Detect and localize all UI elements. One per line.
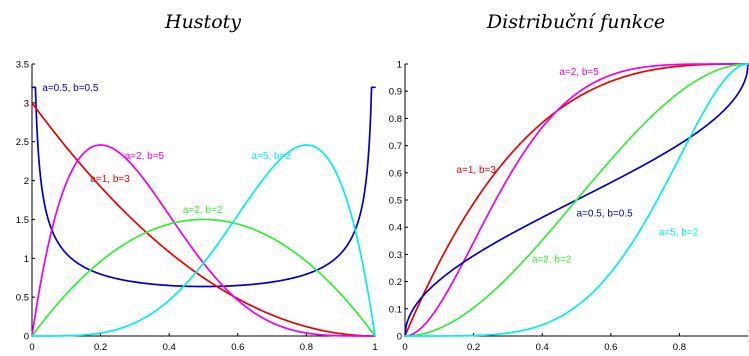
x-tick-label: 0.8 xyxy=(673,342,686,353)
y-tick-label: 3.5 xyxy=(16,60,29,71)
series-line xyxy=(404,63,749,337)
x-tick-label: 0.2 xyxy=(94,342,107,353)
y-tick-label: 0.1 xyxy=(389,304,402,315)
x-tick-label: 0 xyxy=(29,342,34,353)
x-tick-label: 0 xyxy=(402,342,407,353)
y-tick-label: 0.7 xyxy=(389,141,402,152)
series-label: a=5, b=2 xyxy=(659,227,699,238)
y-tick-label: 0.9 xyxy=(389,87,402,98)
series-line xyxy=(404,63,749,337)
series-label: a=1, b=3 xyxy=(90,174,130,185)
series-line xyxy=(31,144,376,337)
series-line xyxy=(404,63,749,337)
y-tick-label: 0.6 xyxy=(389,168,402,179)
y-tick-label: 0 xyxy=(24,332,29,343)
y-tick-label: 0.4 xyxy=(389,223,402,234)
series-label: a=1, b=3 xyxy=(456,165,496,176)
x-tick-label: 0.6 xyxy=(231,342,244,353)
y-tick-label: 0.2 xyxy=(389,277,402,288)
x-tick-label: 0.6 xyxy=(604,342,617,353)
cdf-panel: Distribuční funkce 0 0.1 0.2 0.3 0.4 0.5 0.6 0.7… xyxy=(389,11,749,353)
y-tick-label: 1.5 xyxy=(16,215,29,226)
y-tick-label: 0 xyxy=(397,332,402,343)
x-tick-label: 0.8 xyxy=(300,342,313,353)
series-label: a=2, b=2 xyxy=(183,205,223,216)
density-panel: Hustoty 0 0.5 1 1.5 2 2.5 3 3.5 0 0.2 0.4 0.6 0.8 1 a=0… xyxy=(16,11,378,353)
series-line xyxy=(404,63,749,337)
y-tick-label: 2 xyxy=(24,176,29,187)
panel-title: Hustoty xyxy=(164,11,241,33)
y-tick-label: 3 xyxy=(24,98,29,109)
y-tick-label: 0.8 xyxy=(389,114,402,125)
x-tick-label: 0.4 xyxy=(536,342,549,353)
series-label: a=2, b=5 xyxy=(559,67,599,78)
series-line xyxy=(31,218,376,337)
y-tick-label: 0.5 xyxy=(16,293,29,304)
series-label: a=2, b=5 xyxy=(125,151,165,162)
series-label: a=2, b=2 xyxy=(532,255,572,266)
series-line xyxy=(31,102,376,337)
series-line xyxy=(31,86,376,288)
y-tick-label: 0.3 xyxy=(389,250,402,261)
y-tick-label: 0.5 xyxy=(389,196,402,207)
series-label: a=0.5, b=0.5 xyxy=(42,83,99,94)
series-label: a=0.5, b=0.5 xyxy=(577,208,634,219)
y-tick-label: 1 xyxy=(397,60,402,71)
y-tick-label: 2.5 xyxy=(16,137,29,148)
series-label: a=5, b=2 xyxy=(252,151,292,162)
y-tick-label: 1 xyxy=(24,254,29,265)
panel-title: Distribuční funkce xyxy=(486,11,665,33)
series-line xyxy=(31,144,376,337)
x-tick-label: 0.2 xyxy=(467,342,480,353)
x-tick-label: 0.4 xyxy=(163,342,176,353)
x-tick-label: 1 xyxy=(372,342,377,353)
